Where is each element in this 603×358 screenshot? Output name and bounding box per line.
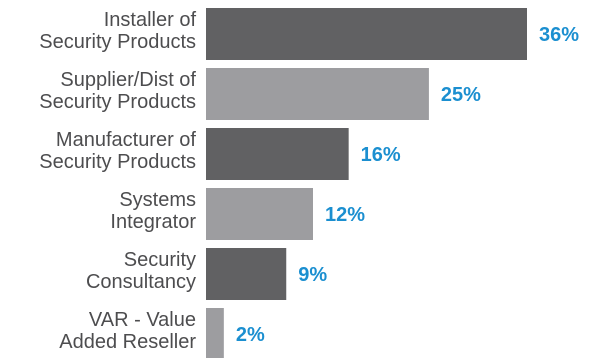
bar-group-1: Supplier/Dist of Security Products 25% xyxy=(39,68,481,120)
category-label-1: Supplier/Dist of Security Products xyxy=(39,69,196,113)
category-label-3: Systems Integrator xyxy=(110,189,196,233)
value-label-2: 16% xyxy=(361,144,401,166)
bar-group-5: VAR - Value Added Reseller 2% xyxy=(59,308,265,358)
value-label-3: 12% xyxy=(325,204,365,226)
bar-group-0: Installer of Security Products 36% xyxy=(39,8,579,60)
bar-0 xyxy=(206,8,527,60)
bar-1 xyxy=(206,68,429,120)
bar-5 xyxy=(206,308,224,358)
category-label-line: Security Products xyxy=(39,151,196,173)
category-label-4: Security Consultancy xyxy=(86,249,196,293)
category-label-2: Manufacturer of Security Products xyxy=(39,129,196,173)
category-label-line: Security xyxy=(124,249,196,271)
bar-3 xyxy=(206,188,313,240)
category-label-line: Integrator xyxy=(110,211,196,233)
category-label-line: Manufacturer of xyxy=(56,129,197,151)
category-label-5: VAR - Value Added Reseller xyxy=(59,309,196,353)
bar-group-4: Security Consultancy 9% xyxy=(86,248,327,300)
category-label-line: Supplier/Dist of xyxy=(60,69,196,91)
value-label-5: 2% xyxy=(236,324,265,346)
category-label-line: Systems xyxy=(119,189,196,211)
value-label-0: 36% xyxy=(539,24,579,46)
bar-2 xyxy=(206,128,349,180)
category-label-line: Added Reseller xyxy=(59,331,196,353)
value-label-4: 9% xyxy=(298,264,327,286)
category-label-0: Installer of Security Products xyxy=(39,9,196,53)
bar-group-2: Manufacturer of Security Products 16% xyxy=(39,128,401,180)
category-label-line: VAR - Value xyxy=(89,309,196,331)
category-label-line: Security Products xyxy=(39,91,196,113)
bar-group-3: Systems Integrator 12% xyxy=(110,188,365,240)
bar-4 xyxy=(206,248,287,300)
category-label-line: Installer of xyxy=(104,9,197,31)
value-label-1: 25% xyxy=(441,84,481,106)
category-label-line: Consultancy xyxy=(86,271,196,293)
category-label-line: Security Products xyxy=(39,31,196,53)
